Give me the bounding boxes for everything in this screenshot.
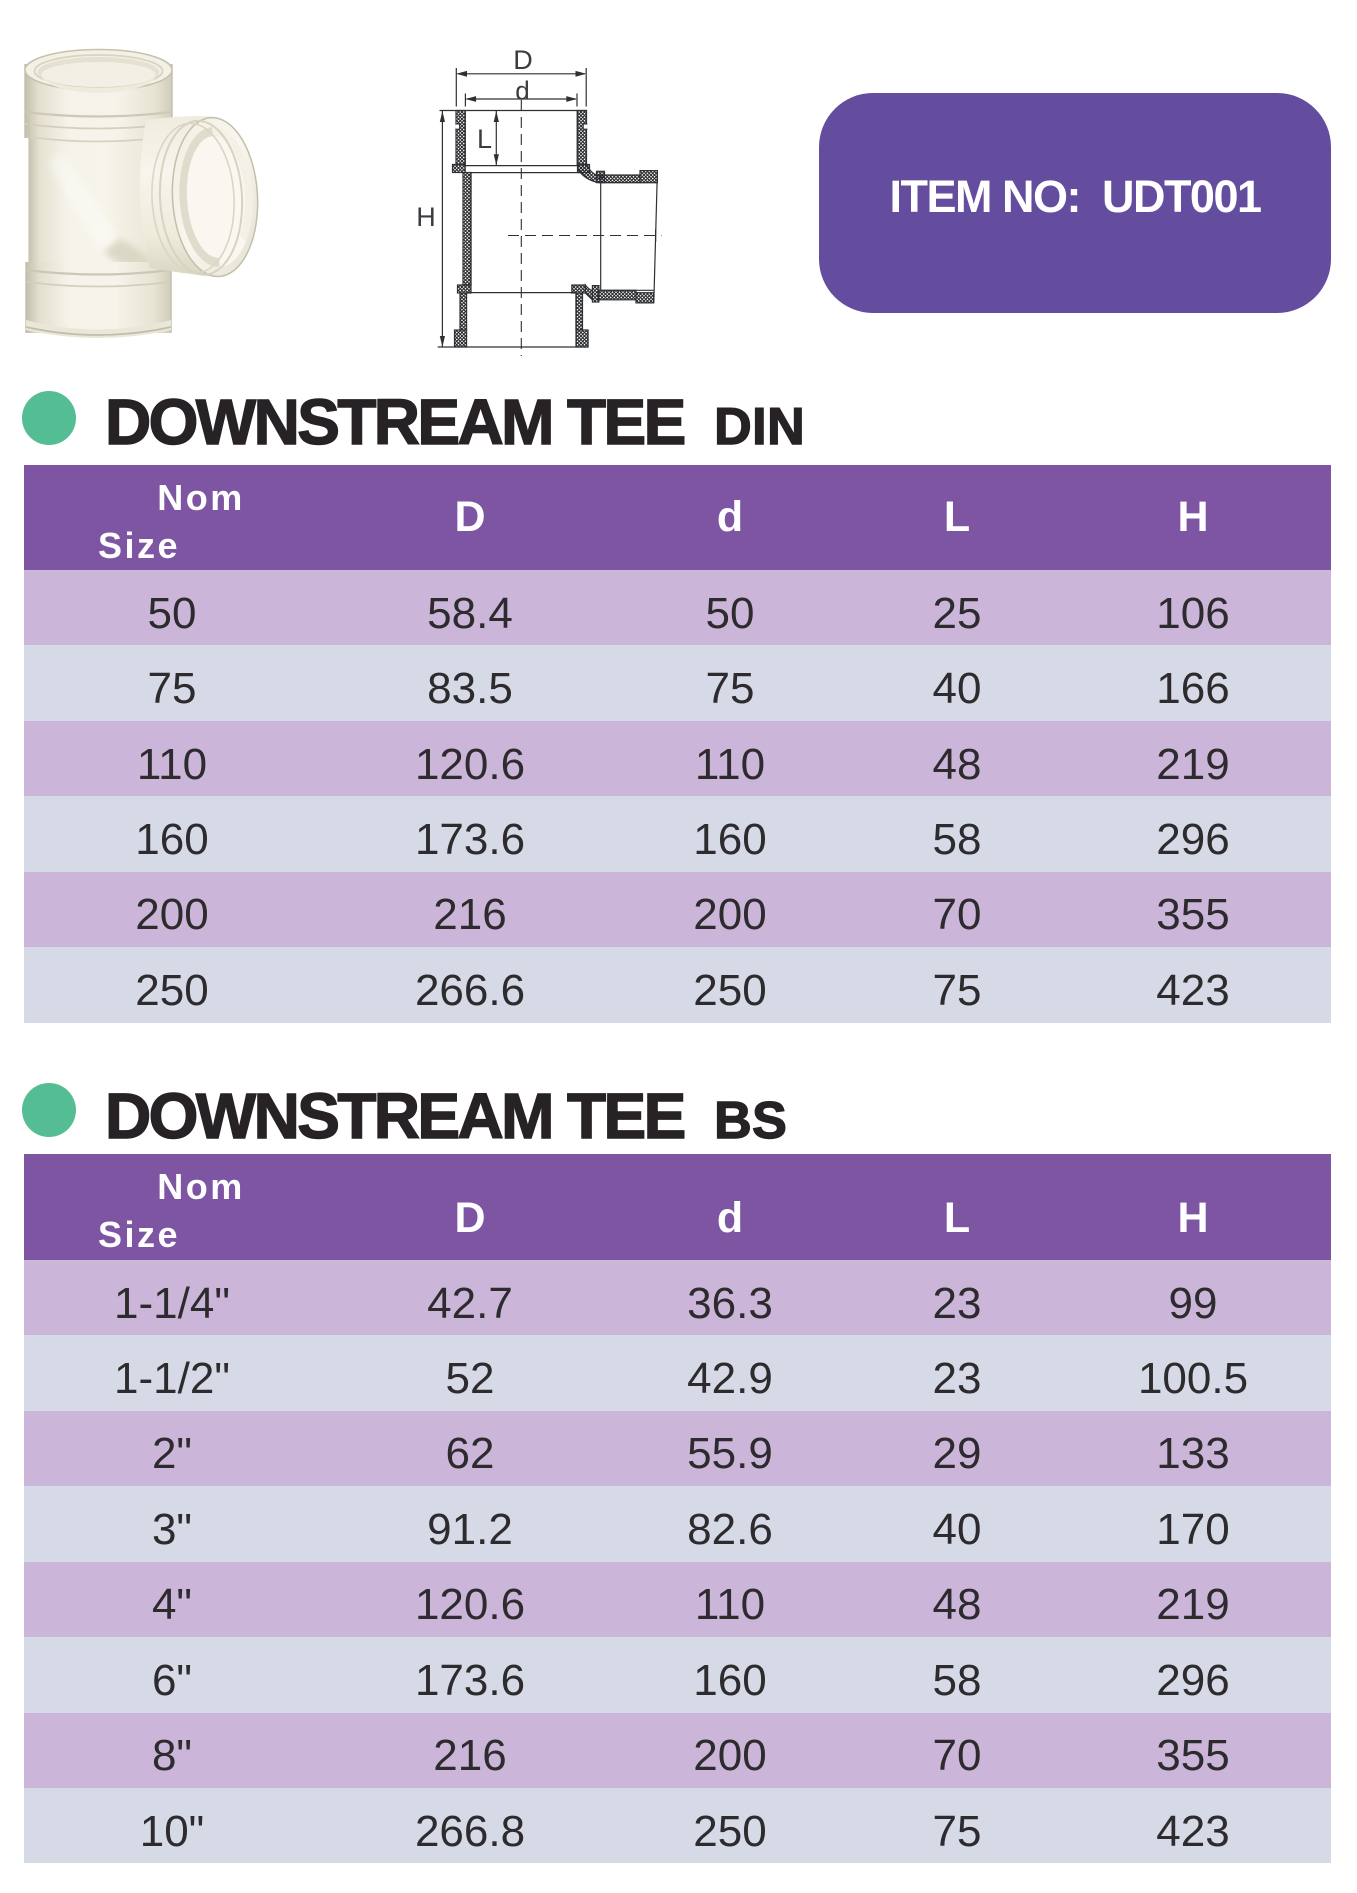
svg-text:L: L	[477, 124, 492, 154]
svg-text:d: d	[515, 76, 529, 106]
svg-text:H: H	[416, 202, 436, 232]
svg-text:D: D	[513, 45, 533, 75]
